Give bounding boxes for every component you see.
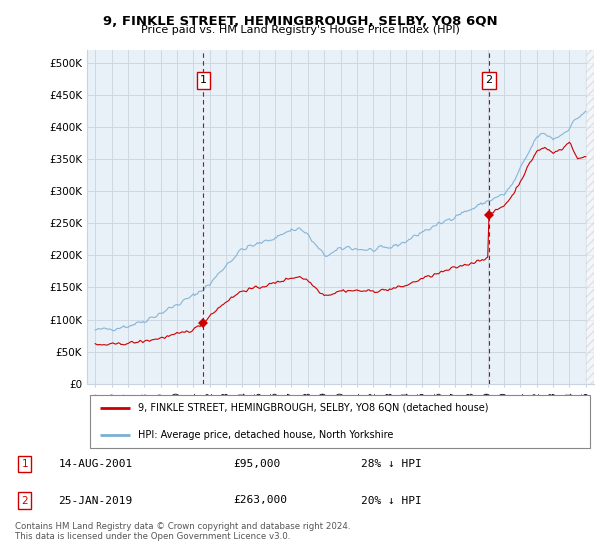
Text: 9, FINKLE STREET, HEMINGBROUGH, SELBY, YO8 6QN: 9, FINKLE STREET, HEMINGBROUGH, SELBY, Y… <box>103 15 497 27</box>
Text: 20% ↓ HPI: 20% ↓ HPI <box>361 496 422 506</box>
Text: £95,000: £95,000 <box>233 459 280 469</box>
Text: 14-AUG-2001: 14-AUG-2001 <box>59 459 133 469</box>
Text: 2: 2 <box>485 76 493 85</box>
Text: £263,000: £263,000 <box>233 496 287 506</box>
Text: 2: 2 <box>22 496 28 506</box>
Text: Price paid vs. HM Land Registry's House Price Index (HPI): Price paid vs. HM Land Registry's House … <box>140 25 460 35</box>
Text: 28% ↓ HPI: 28% ↓ HPI <box>361 459 422 469</box>
Text: 1: 1 <box>200 76 207 85</box>
FancyBboxPatch shape <box>89 395 590 448</box>
Text: 1: 1 <box>22 459 28 469</box>
Text: Contains HM Land Registry data © Crown copyright and database right 2024.
This d: Contains HM Land Registry data © Crown c… <box>15 522 350 542</box>
Text: 9, FINKLE STREET, HEMINGBROUGH, SELBY, YO8 6QN (detached house): 9, FINKLE STREET, HEMINGBROUGH, SELBY, Y… <box>138 403 488 413</box>
Text: HPI: Average price, detached house, North Yorkshire: HPI: Average price, detached house, Nort… <box>138 430 393 440</box>
Text: 25-JAN-2019: 25-JAN-2019 <box>59 496 133 506</box>
